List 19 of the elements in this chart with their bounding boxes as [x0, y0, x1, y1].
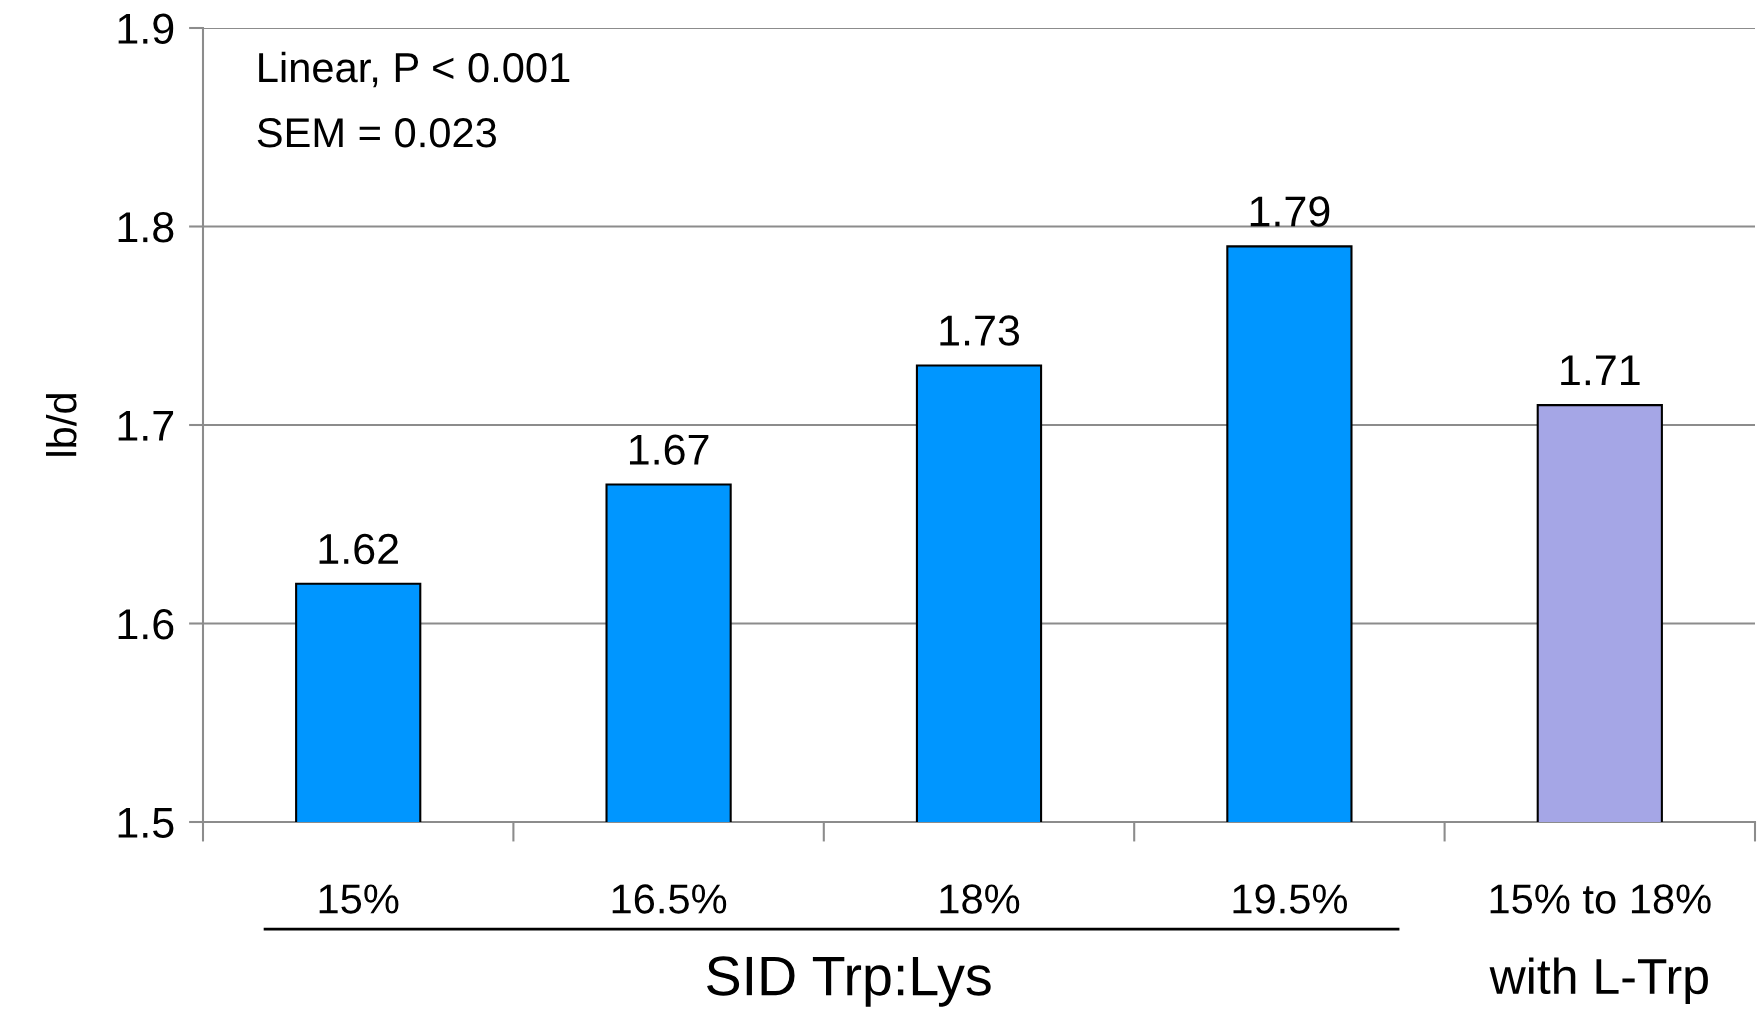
x-tick-label: 18%: [940, 884, 1020, 914]
data-label: 1.79: [1250, 196, 1330, 227]
annotation: SEM = 0.023: [257, 118, 496, 148]
annotation: Linear, P < 0.001: [259, 51, 570, 88]
y-tick-label: 1.9: [118, 13, 174, 45]
y-tick-label: 1.6: [118, 609, 174, 640]
y-tick-label: 1.5: [118, 807, 174, 839]
x-tick-label: 19.5%: [1233, 884, 1347, 914]
y-axis-title: lb/d: [45, 394, 77, 456]
y-tick-label: 1.8: [118, 212, 174, 243]
data-label: 1.62: [319, 533, 398, 565]
y-tick-label: 1.7: [118, 410, 174, 441]
x-tick-label: 16.5%: [612, 884, 727, 914]
data-label: 1.71: [1561, 355, 1640, 386]
category-label: 15% to 18% with L-Trp: [1489, 884, 1711, 1005]
x-tick-label: 15%: [319, 884, 399, 914]
data-label: 1.73: [940, 315, 1020, 346]
x-axis-title: SID Trp:Lys: [707, 956, 991, 1007]
data-label: 1.67: [629, 434, 709, 465]
